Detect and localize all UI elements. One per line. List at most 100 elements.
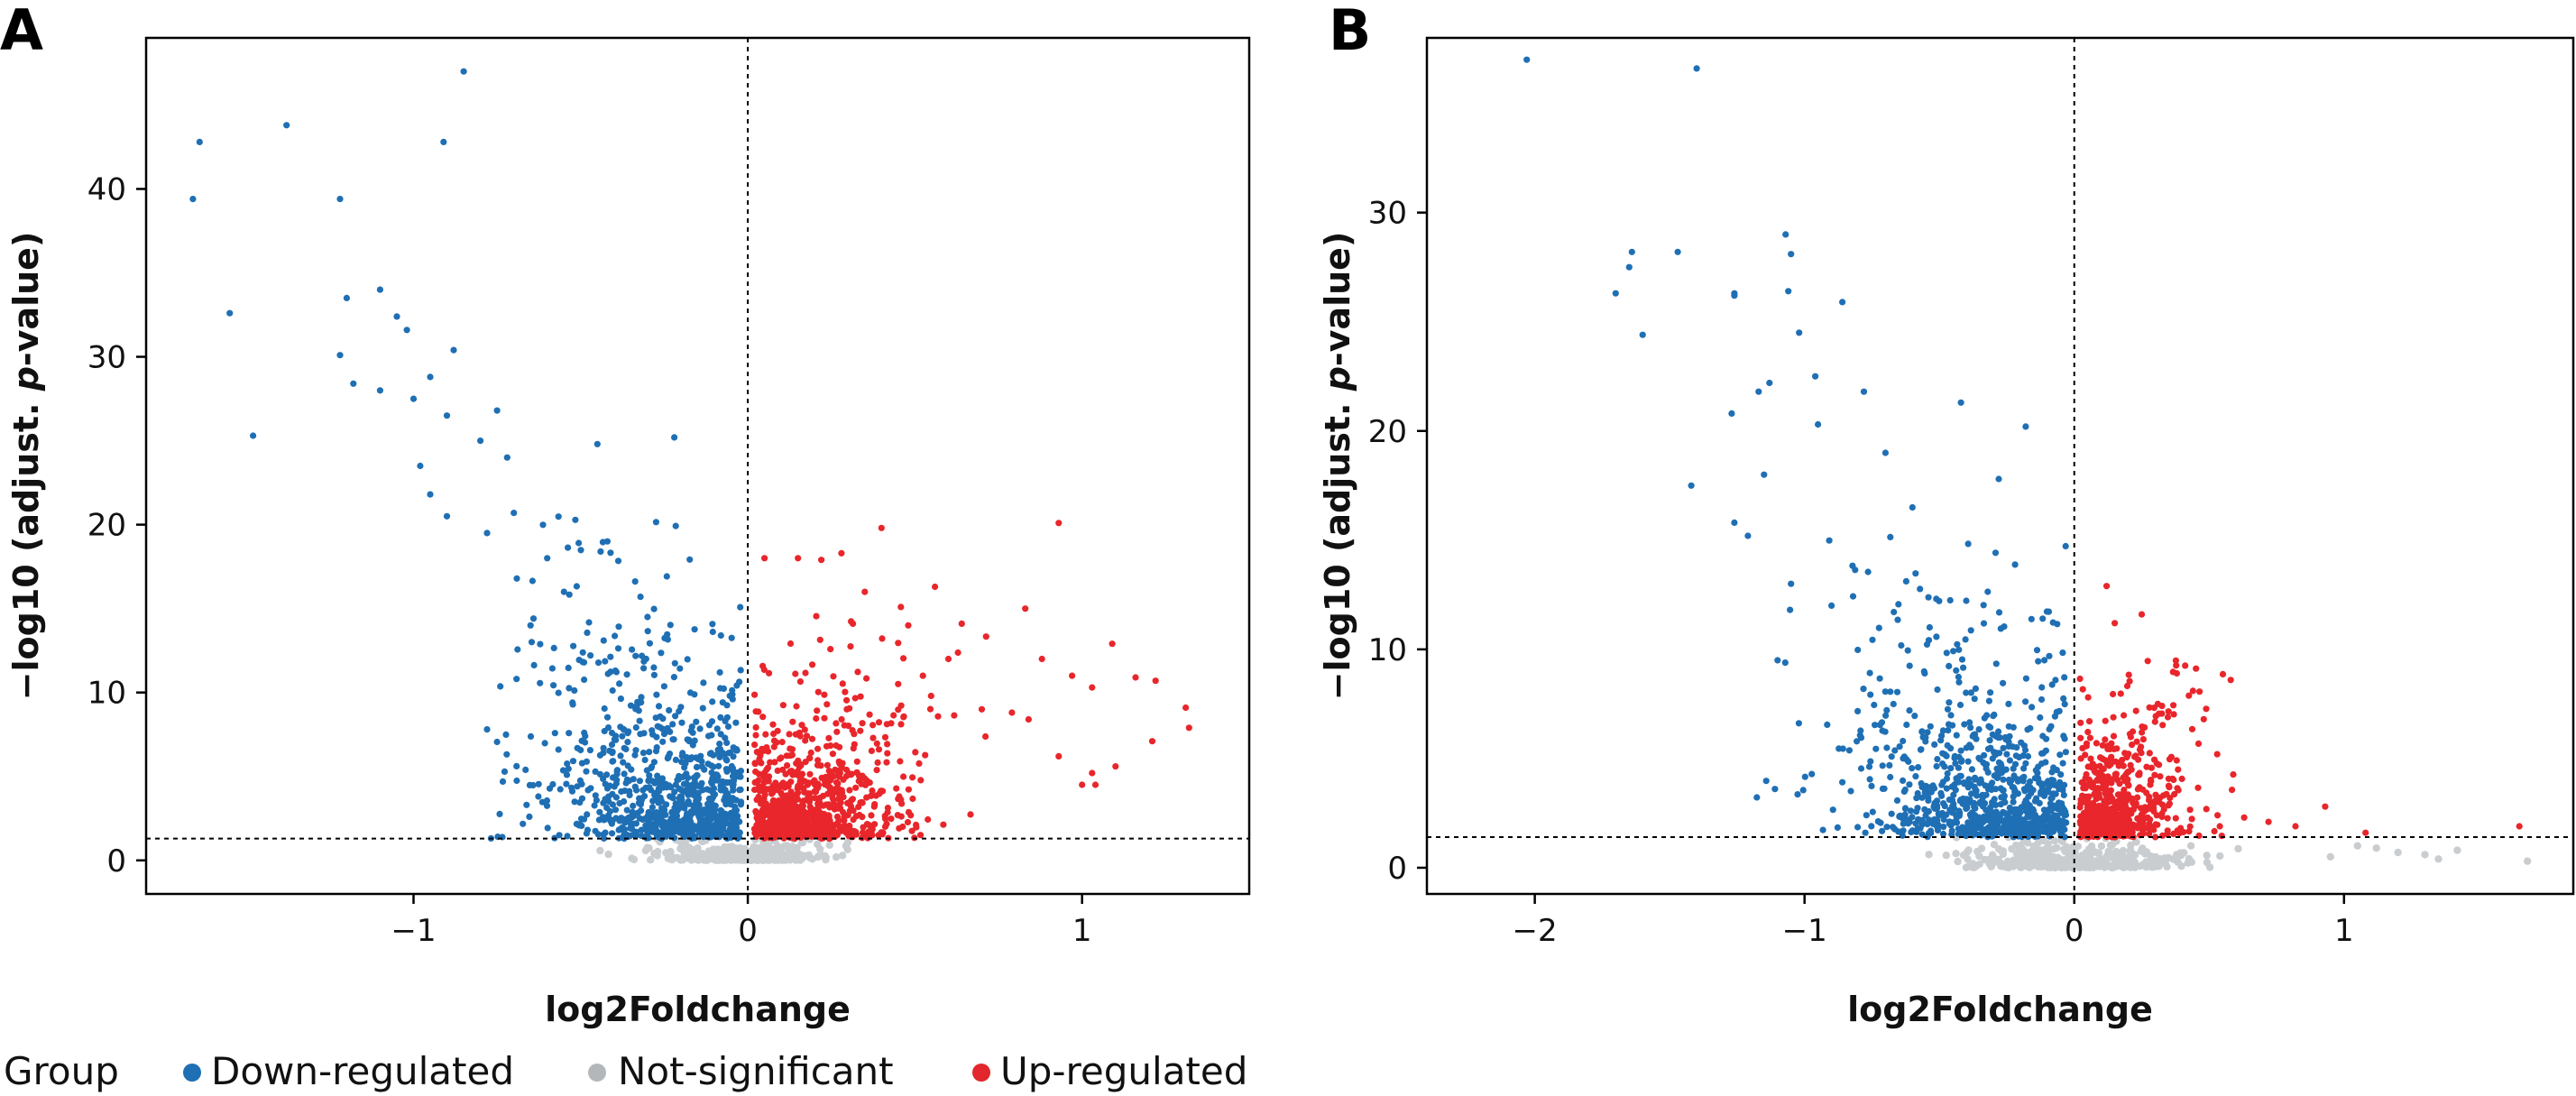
point-down-regulated <box>722 766 731 773</box>
point-not-significant <box>825 841 833 849</box>
point-up-regulated <box>769 782 777 789</box>
point-up-regulated <box>830 797 837 804</box>
point-not-significant <box>2234 844 2242 853</box>
point-down-regulated <box>1819 826 1826 834</box>
point-down-regulated <box>635 799 643 806</box>
point-down-regulated <box>709 698 716 705</box>
point-down-regulated <box>1523 56 1531 63</box>
point-down-regulated <box>695 814 703 821</box>
point-not-significant <box>738 856 746 864</box>
point-up-regulated <box>784 762 791 769</box>
point-down-regulated <box>685 800 693 807</box>
point-down-regulated <box>693 718 700 725</box>
point-down-regulated <box>2010 798 2017 806</box>
point-down-regulated <box>564 760 571 768</box>
point-up-regulated <box>875 746 883 753</box>
point-down-regulated <box>1992 660 2000 668</box>
point-down-regulated <box>587 652 594 659</box>
point-up-regulated <box>900 773 907 780</box>
point-up-regulated <box>821 826 828 834</box>
point-down-regulated <box>650 605 658 612</box>
point-down-regulated <box>1984 769 1992 776</box>
point-down-regulated <box>652 794 660 802</box>
point-up-regulated <box>2085 776 2093 784</box>
point-up-regulated <box>2194 784 2202 791</box>
point-down-regulated <box>1971 803 1978 810</box>
point-down-regulated <box>1874 818 1881 825</box>
point-up-regulated <box>2079 792 2086 799</box>
point-down-regulated <box>2010 793 2017 800</box>
point-up-regulated <box>796 778 804 786</box>
point-up-regulated <box>893 785 900 792</box>
point-down-regulated <box>1863 812 1870 819</box>
point-up-regulated <box>2172 657 2179 664</box>
point-down-regulated <box>634 809 641 816</box>
point-up-regulated <box>806 812 814 819</box>
panel-a-x-axis-title: log2Foldchange <box>545 990 851 1029</box>
point-not-significant <box>2074 862 2083 871</box>
point-down-regulated <box>1972 774 1979 781</box>
point-down-regulated <box>2000 776 2007 783</box>
point-up-regulated <box>833 720 840 727</box>
point-down-regulated <box>627 824 634 832</box>
point-down-regulated <box>630 802 637 810</box>
point-down-regulated <box>1980 602 1987 609</box>
point-down-regulated <box>1958 656 1966 663</box>
point-not-significant <box>2117 861 2126 870</box>
point-down-regulated <box>649 804 657 811</box>
point-up-regulated <box>2099 741 2106 749</box>
point-down-regulated <box>1847 787 1854 795</box>
panel-b-plot-frame <box>1425 36 2575 896</box>
point-down-regulated <box>708 732 715 739</box>
point-down-regulated <box>723 702 731 709</box>
point-up-regulated <box>813 821 821 828</box>
point-up-regulated <box>846 798 854 806</box>
point-up-regulated <box>967 811 974 818</box>
point-down-regulated <box>1988 822 1995 829</box>
point-not-significant <box>1942 852 1950 860</box>
point-up-regulated <box>762 773 769 780</box>
point-not-significant <box>2394 848 2402 857</box>
point-up-regulated <box>857 727 864 734</box>
point-down-regulated <box>1923 640 1931 649</box>
point-down-regulated <box>663 801 670 808</box>
point-not-significant <box>2142 858 2150 866</box>
point-up-regulated <box>787 745 794 752</box>
point-up-regulated <box>2093 740 2100 747</box>
point-down-regulated <box>1883 744 1891 751</box>
point-up-regulated <box>1055 752 1063 760</box>
point-down-regulated <box>1901 786 1909 794</box>
point-down-regulated <box>695 803 703 810</box>
point-down-regulated <box>579 649 586 656</box>
point-up-regulated <box>859 829 867 836</box>
point-down-regulated <box>1639 331 1646 338</box>
point-not-significant <box>783 842 791 850</box>
point-down-regulated <box>583 758 591 765</box>
point-up-regulated <box>1109 640 1116 648</box>
point-down-regulated <box>1796 329 1803 336</box>
point-down-regulated <box>1782 231 1789 238</box>
point-down-regulated <box>1963 689 1970 696</box>
point-down-regulated <box>2052 677 2059 684</box>
point-not-significant <box>596 846 604 855</box>
point-up-regulated <box>2175 787 2182 794</box>
point-not-significant <box>694 844 702 852</box>
point-not-significant <box>1952 850 1960 858</box>
point-down-regulated <box>1992 751 1999 759</box>
point-down-regulated <box>1904 647 1911 654</box>
point-down-regulated <box>1981 813 1988 820</box>
point-down-regulated <box>635 707 642 714</box>
point-down-regulated <box>1967 831 1975 838</box>
point-up-regulated <box>2194 740 2203 748</box>
point-up-regulated <box>2109 818 2116 826</box>
point-up-regulated <box>2170 830 2177 838</box>
point-up-regulated <box>2164 815 2171 822</box>
point-down-regulated <box>646 640 654 647</box>
point-down-regulated <box>1997 760 2004 768</box>
point-down-regulated <box>612 632 619 640</box>
point-up-regulated <box>2076 804 2084 811</box>
point-down-regulated <box>1869 636 1876 643</box>
point-down-regulated <box>1985 697 1992 705</box>
point-down-regulated <box>729 686 736 694</box>
point-down-regulated <box>608 741 616 749</box>
